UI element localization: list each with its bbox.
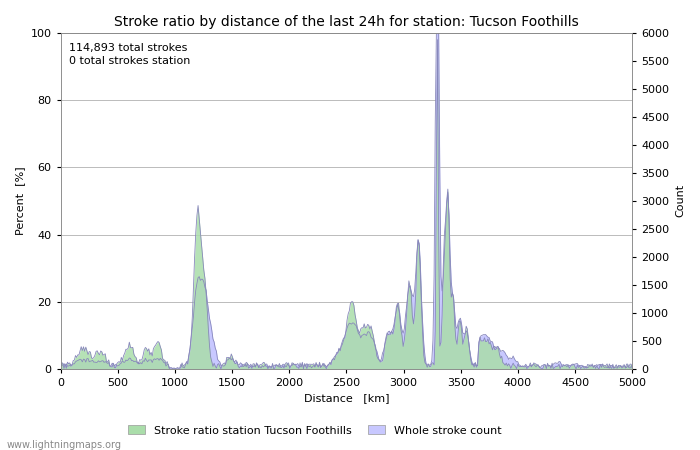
Text: 114,893 total strokes
0 total strokes station: 114,893 total strokes 0 total strokes st… [69,43,190,66]
Text: www.lightningmaps.org: www.lightningmaps.org [7,440,122,450]
Y-axis label: Count: Count [675,184,685,217]
Legend: Stroke ratio station Tucson Foothills, Whole stroke count: Stroke ratio station Tucson Foothills, W… [124,421,506,440]
Y-axis label: Percent  [%]: Percent [%] [15,166,25,235]
Title: Stroke ratio by distance of the last 24h for station: Tucson Foothills: Stroke ratio by distance of the last 24h… [114,15,579,29]
X-axis label: Distance   [km]: Distance [km] [304,393,389,404]
